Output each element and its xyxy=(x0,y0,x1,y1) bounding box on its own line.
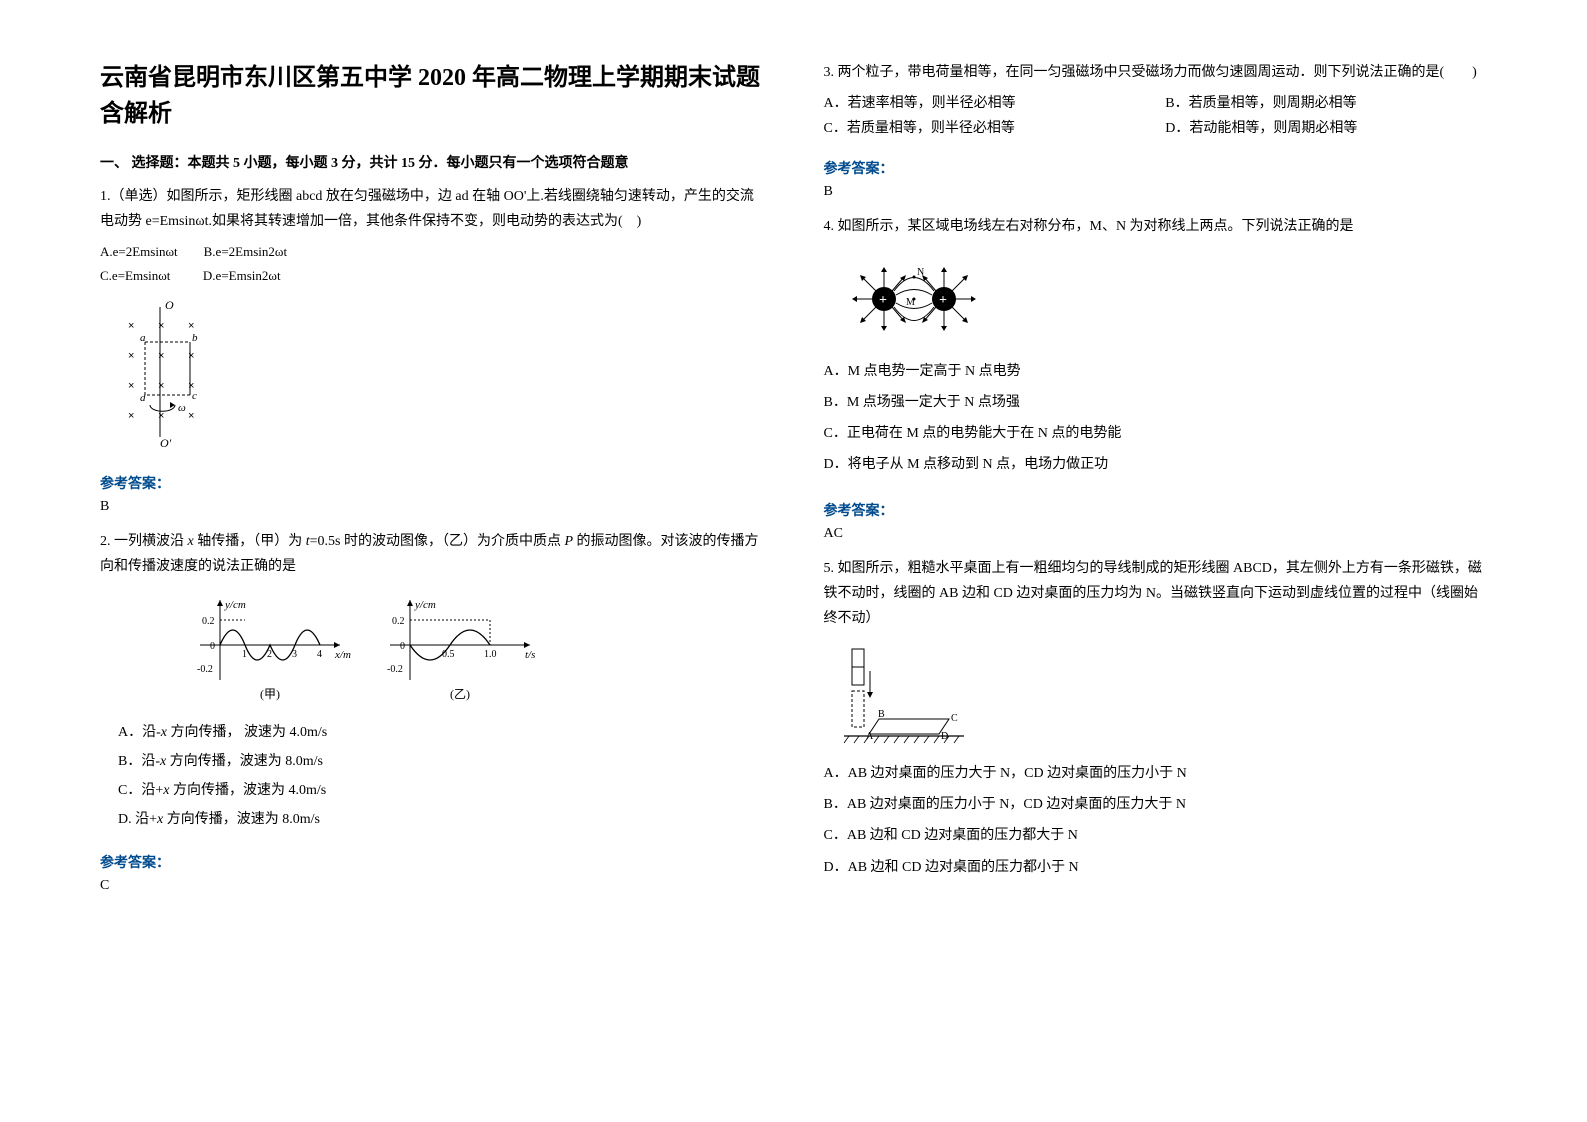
q1-fig-Op: O' xyxy=(160,436,172,447)
q2-caption1: (甲) xyxy=(260,687,280,701)
q3-optD: D．若动能相等，则周期必相等 xyxy=(1165,116,1487,141)
question-1: 1.（单选）如图所示，矩形线圈 abcd 放在匀强磁场中，边 ad 在轴 OO'… xyxy=(100,184,764,457)
q1-options-row2: C.e=Emsinωt D.e=Emsin2ωt xyxy=(100,264,764,287)
question-3: 3. 两个粒子，带电荷量相等，在同一匀强磁场中只受磁场力而做匀速圆周运动．则下列… xyxy=(824,60,1488,142)
q4-optA: A．M 点电势一定高于 N 点电势 xyxy=(824,359,1488,384)
q5-fig-D: D xyxy=(941,731,948,742)
q1-optB: B.e=2Emsin2ωt xyxy=(204,244,287,259)
q1-optC: C.e=Emsinωt xyxy=(100,268,170,283)
q2-figure: y/cm x/m 0.2 0 -0.2 1 2 3 4 (甲) xyxy=(180,590,764,710)
q2-optD: D. 沿+x 方向传播，波速为 8.0m/s xyxy=(118,807,764,832)
q3-options-row1: A．若速率相等，则半径必相等 B．若质量相等，则周期必相等 xyxy=(824,91,1488,116)
q4-fig-M: M xyxy=(906,297,915,308)
q1-optD: D.e=Emsin2ωt xyxy=(203,268,281,283)
svg-text:×: × xyxy=(158,380,164,392)
q1-answer: B xyxy=(100,499,764,515)
svg-text:0: 0 xyxy=(210,641,215,652)
q5-optB: B．AB 边对桌面的压力小于 N，CD 边对桌面的压力大于 N xyxy=(824,792,1488,817)
svg-text:+: + xyxy=(879,293,887,308)
svg-text:×: × xyxy=(188,350,194,362)
q3-optC: C．若质量相等，则半径必相等 xyxy=(824,116,1146,141)
q1-optA: A.e=2Emsinωt xyxy=(100,244,178,259)
svg-text:×: × xyxy=(128,380,134,392)
svg-text:4: 4 xyxy=(317,649,322,660)
left-column: 云南省昆明市东川区第五中学 2020 年高二物理上学期期末试题含解析 一、 选择… xyxy=(100,60,764,1062)
section-header: 一、 选择题：本题共 5 小题，每小题 3 分，共计 15 分．每小题只有一个选… xyxy=(100,152,764,172)
q4-answer: AC xyxy=(824,526,1488,542)
q4-optD: D．将电子从 M 点移动到 N 点，电场力做正功 xyxy=(824,452,1488,477)
svg-text:2: 2 xyxy=(267,649,272,660)
q2-fig1-ylabel: y/cm xyxy=(224,599,246,611)
q3-text: 3. 两个粒子，带电荷量相等，在同一匀强磁场中只受磁场力而做匀速圆周运动．则下列… xyxy=(824,60,1488,85)
svg-text:×: × xyxy=(128,320,134,332)
svg-text:-0.2: -0.2 xyxy=(197,664,213,675)
svg-text:0.2: 0.2 xyxy=(392,616,405,627)
q2-answer: C xyxy=(100,878,764,894)
q2-caption2: (乙) xyxy=(450,687,470,701)
q5-text: 5. 如图所示，粗糙水平桌面上有一粗细均匀的导线制成的矩形线圈 ABCD，其左侧… xyxy=(824,556,1488,632)
q1-fig-O: O xyxy=(165,298,174,312)
q1-fig-b: b xyxy=(192,332,198,344)
q5-optC: C．AB 边和 CD 边对桌面的压力都大于 N xyxy=(824,823,1488,848)
svg-text:0.5: 0.5 xyxy=(442,649,455,660)
q1-fig-d: d xyxy=(140,392,146,404)
svg-text:×: × xyxy=(158,320,164,332)
q4-optB: B．M 点场强一定大于 N 点场强 xyxy=(824,390,1488,415)
q4-answer-label: 参考答案： xyxy=(824,500,1488,520)
q3-options-row2: C．若质量相等，则半径必相等 D．若动能相等，则周期必相等 xyxy=(824,116,1488,141)
q5-fig-B: B xyxy=(878,709,885,720)
svg-text:+: + xyxy=(939,293,947,308)
q4-figure: + + xyxy=(834,249,1488,349)
q5-fig-C: C xyxy=(951,713,958,724)
q2-fig1-xlabel: x/m xyxy=(334,649,351,661)
q3-optB: B．若质量相等，则周期必相等 xyxy=(1165,91,1487,116)
q1-options-row1: A.e=2Emsinωt B.e=2Emsin2ωt xyxy=(100,240,764,263)
q1-fig-omega: ω xyxy=(178,402,186,414)
svg-text:0: 0 xyxy=(400,641,405,652)
q1-text: 1.（单选）如图所示，矩形线圈 abcd 放在匀强磁场中，边 ad 在轴 OO'… xyxy=(100,184,764,234)
question-2: 2. 一列横波沿 x 轴传播，（甲）为 t=0.5s 时的波动图像，（乙）为介质… xyxy=(100,529,764,836)
q2-optB: B．沿-x 方向传播，波速为 8.0m/s xyxy=(118,749,764,774)
q5-optD: D．AB 边和 CD 边对桌面的压力都小于 N xyxy=(824,855,1488,880)
q1-figure: O O' ××× ××× ××× ××× a b c d xyxy=(110,297,764,447)
q4-text: 4. 如图所示，某区域电场线左右对称分布，M、N 为对称线上两点。下列说法正确的… xyxy=(824,214,1488,239)
q2-answer-label: 参考答案： xyxy=(100,852,764,872)
svg-text:-0.2: -0.2 xyxy=(387,664,403,675)
svg-text:×: × xyxy=(158,410,164,422)
q2-optA: A．沿-x 方向传播， 波速为 4.0m/s xyxy=(118,720,764,745)
q5-optA: A．AB 边对桌面的压力大于 N，CD 边对桌面的压力小于 N xyxy=(824,761,1488,786)
svg-text:3: 3 xyxy=(292,649,297,660)
svg-text:×: × xyxy=(188,320,194,332)
q1-fig-a: a xyxy=(140,332,146,344)
svg-text:1.0: 1.0 xyxy=(484,649,497,660)
question-4: 4. 如图所示，某区域电场线左右对称分布，M、N 为对称线上两点。下列说法正确的… xyxy=(824,214,1488,484)
q1-fig-c: c xyxy=(192,390,197,402)
svg-text:0.2: 0.2 xyxy=(202,616,215,627)
svg-text:×: × xyxy=(128,350,134,362)
q2-optC: C．沿+x 方向传播，波速为 4.0m/s xyxy=(118,778,764,803)
q2-text: 2. 一列横波沿 x 轴传播，（甲）为 t=0.5s 时的波动图像，（乙）为介质… xyxy=(100,529,764,579)
page-title: 云南省昆明市东川区第五中学 2020 年高二物理上学期期末试题含解析 xyxy=(100,60,764,132)
question-5: 5. 如图所示，粗糙水平桌面上有一粗细均匀的导线制成的矩形线圈 ABCD，其左侧… xyxy=(824,556,1488,886)
right-column: 3. 两个粒子，带电荷量相等，在同一匀强磁场中只受磁场力而做匀速圆周运动．则下列… xyxy=(824,60,1488,1062)
q2-fig2-ylabel: y/cm xyxy=(414,599,436,611)
q3-answer-label: 参考答案： xyxy=(824,158,1488,178)
svg-text:×: × xyxy=(158,350,164,362)
q2-fig2-xlabel: t/s xyxy=(525,649,535,661)
q4-optC: C．正电荷在 M 点的电势能大于在 N 点的电势能 xyxy=(824,421,1488,446)
svg-text:×: × xyxy=(128,410,134,422)
q3-answer: B xyxy=(824,184,1488,200)
svg-text:×: × xyxy=(188,410,194,422)
q1-answer-label: 参考答案： xyxy=(100,473,764,493)
q5-figure: A B C D xyxy=(834,641,1488,751)
svg-text:1: 1 xyxy=(242,649,247,660)
q5-fig-A: A xyxy=(866,731,874,742)
q3-optA: A．若速率相等，则半径必相等 xyxy=(824,91,1146,116)
